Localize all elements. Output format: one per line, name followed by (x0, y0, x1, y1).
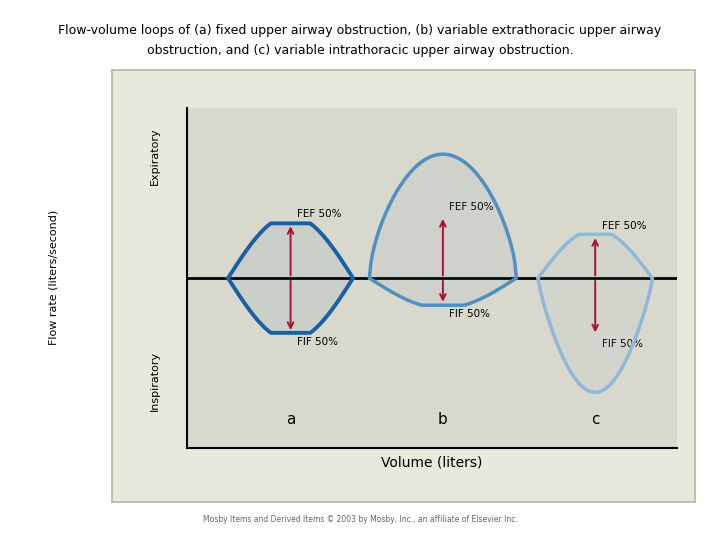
Text: FIF 50%: FIF 50% (297, 337, 338, 347)
Polygon shape (369, 154, 516, 305)
Text: Flow-volume loops of (a) fixed upper airway obstruction, (b) variable extrathora: Flow-volume loops of (a) fixed upper air… (58, 24, 662, 37)
Text: FEF 50%: FEF 50% (297, 210, 341, 219)
Polygon shape (538, 234, 652, 392)
Text: Mosby Items and Derived Items © 2003 by Mosby, Inc., an affiliate of Elsevier In: Mosby Items and Derived Items © 2003 by … (202, 515, 518, 524)
Text: Inspiratory: Inspiratory (150, 351, 161, 411)
Text: FEF 50%: FEF 50% (449, 202, 494, 212)
Text: Flow rate (liters/second): Flow rate (liters/second) (48, 210, 58, 345)
Text: b: b (438, 411, 448, 427)
Text: FEF 50%: FEF 50% (602, 221, 647, 232)
Text: obstruction, and (c) variable intrathoracic upper airway obstruction.: obstruction, and (c) variable intrathora… (147, 44, 573, 57)
Polygon shape (228, 224, 353, 333)
Text: a: a (286, 411, 295, 427)
Text: FIF 50%: FIF 50% (449, 308, 490, 319)
X-axis label: Volume (liters): Volume (liters) (382, 455, 482, 469)
Text: c: c (591, 411, 600, 427)
Text: Expiratory: Expiratory (150, 128, 161, 185)
Text: FIF 50%: FIF 50% (602, 339, 643, 349)
